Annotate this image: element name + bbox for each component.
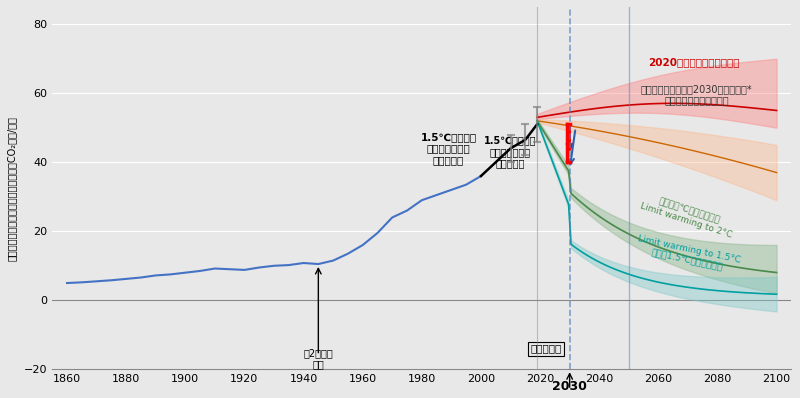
Text: ネットゼロ: ネットゼロ	[530, 343, 562, 353]
Text: パリ協定での各国の2030年削減目標*
がすべて達成された場合: パリ協定での各国の2030年削減目標* がすべて達成された場合	[641, 84, 753, 105]
Text: 温暖化２℃に抑える経路
Limit warming to 2°C: 温暖化２℃に抑える経路 Limit warming to 2°C	[639, 192, 737, 240]
Text: 2030: 2030	[552, 380, 587, 393]
Text: 第2次大戦
終戦: 第2次大戦 終戦	[303, 348, 334, 369]
Text: 1.5℃の経路に
乗るにはさらに
削減が必要: 1.5℃の経路に 乗るにはさらに 削減が必要	[420, 132, 477, 165]
Y-axis label: 世界の温室効果ガス排出量（ギガトンCO₂換算/年）: 世界の温室効果ガス排出量（ギガトンCO₂換算/年）	[7, 116, 17, 261]
Text: Limit warming to 1.5°C
温暖化1.5℃に抑える経路: Limit warming to 1.5°C 温暖化1.5℃に抑える経路	[634, 234, 742, 275]
Text: 2020年の対策のままの場合: 2020年の対策のままの場合	[648, 58, 739, 68]
Text: 1.5℃の経路に
乗るにはさらに
削減が必要: 1.5℃の経路に 乗るにはさらに 削減が必要	[484, 135, 537, 168]
